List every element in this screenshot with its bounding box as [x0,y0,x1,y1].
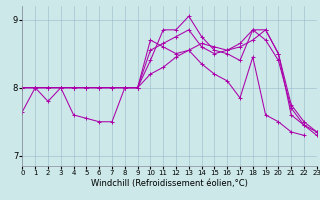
X-axis label: Windchill (Refroidissement éolien,°C): Windchill (Refroidissement éolien,°C) [91,179,248,188]
